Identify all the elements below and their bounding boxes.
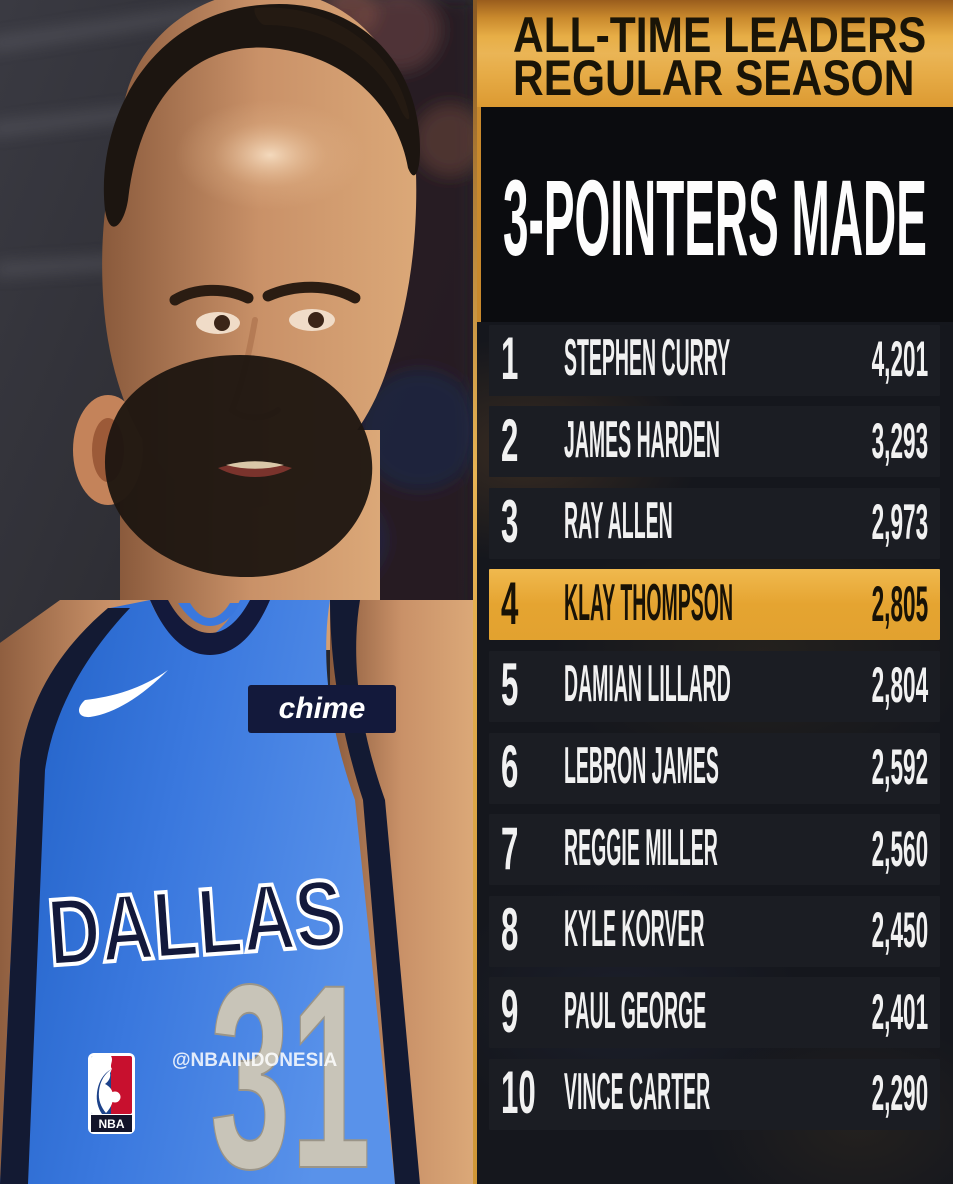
svg-text:@NBAINDONESIA: @NBAINDONESIA (172, 1050, 338, 1071)
svg-text:chime: chime (279, 692, 366, 725)
svg-text:NBA: NBA (99, 1117, 125, 1131)
